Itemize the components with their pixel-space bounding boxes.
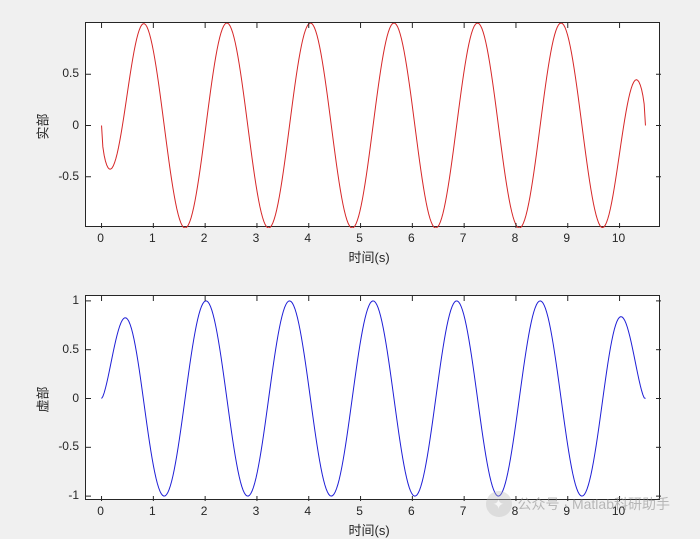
data-line — [102, 301, 646, 496]
plot-svg — [86, 23, 661, 228]
x-tick-label: 4 — [304, 504, 311, 518]
y-tick-label: -0.5 — [49, 169, 79, 183]
x-tick-label: 7 — [460, 504, 467, 518]
x-tick-label: 6 — [408, 504, 415, 518]
y-axis-label: 实部 — [33, 113, 52, 139]
x-tick-label: 9 — [563, 231, 570, 245]
y-axis-label: 虚部 — [33, 386, 52, 412]
x-tick-label: 2 — [201, 504, 208, 518]
x-tick-label: 10 — [612, 231, 625, 245]
x-tick-label: 5 — [356, 504, 363, 518]
plot-svg — [86, 296, 661, 501]
x-tick-label: 4 — [304, 231, 311, 245]
watermark: ✦ 公众号 · Matlab科研助手 — [486, 491, 670, 517]
y-tick-label: 0.5 — [49, 342, 79, 356]
x-tick-label: 8 — [512, 231, 519, 245]
y-tick-label: 0.5 — [49, 66, 79, 80]
y-tick-label: 0 — [49, 391, 79, 405]
x-tick-label: 0 — [97, 504, 104, 518]
x-axis-label: 时间(s) — [349, 520, 390, 539]
watermark-text: 公众号 · Matlab科研助手 — [518, 494, 670, 514]
x-axis-label: 时间(s) — [349, 247, 390, 266]
plot-box — [85, 295, 660, 500]
data-line — [102, 23, 646, 228]
x-tick-label: 1 — [149, 231, 156, 245]
y-tick-label: -1 — [49, 488, 79, 502]
x-tick-label: 2 — [201, 231, 208, 245]
y-tick-label: 1 — [49, 293, 79, 307]
y-tick-label: -0.5 — [49, 439, 79, 453]
y-tick-label: 0 — [49, 118, 79, 132]
x-tick-label: 3 — [253, 504, 260, 518]
x-tick-label: 6 — [408, 231, 415, 245]
x-tick-label: 7 — [460, 231, 467, 245]
plot-box — [85, 22, 660, 227]
x-tick-label: 3 — [253, 231, 260, 245]
x-tick-label: 5 — [356, 231, 363, 245]
x-tick-label: 0 — [97, 231, 104, 245]
wechat-icon: ✦ — [486, 491, 512, 517]
x-tick-label: 1 — [149, 504, 156, 518]
